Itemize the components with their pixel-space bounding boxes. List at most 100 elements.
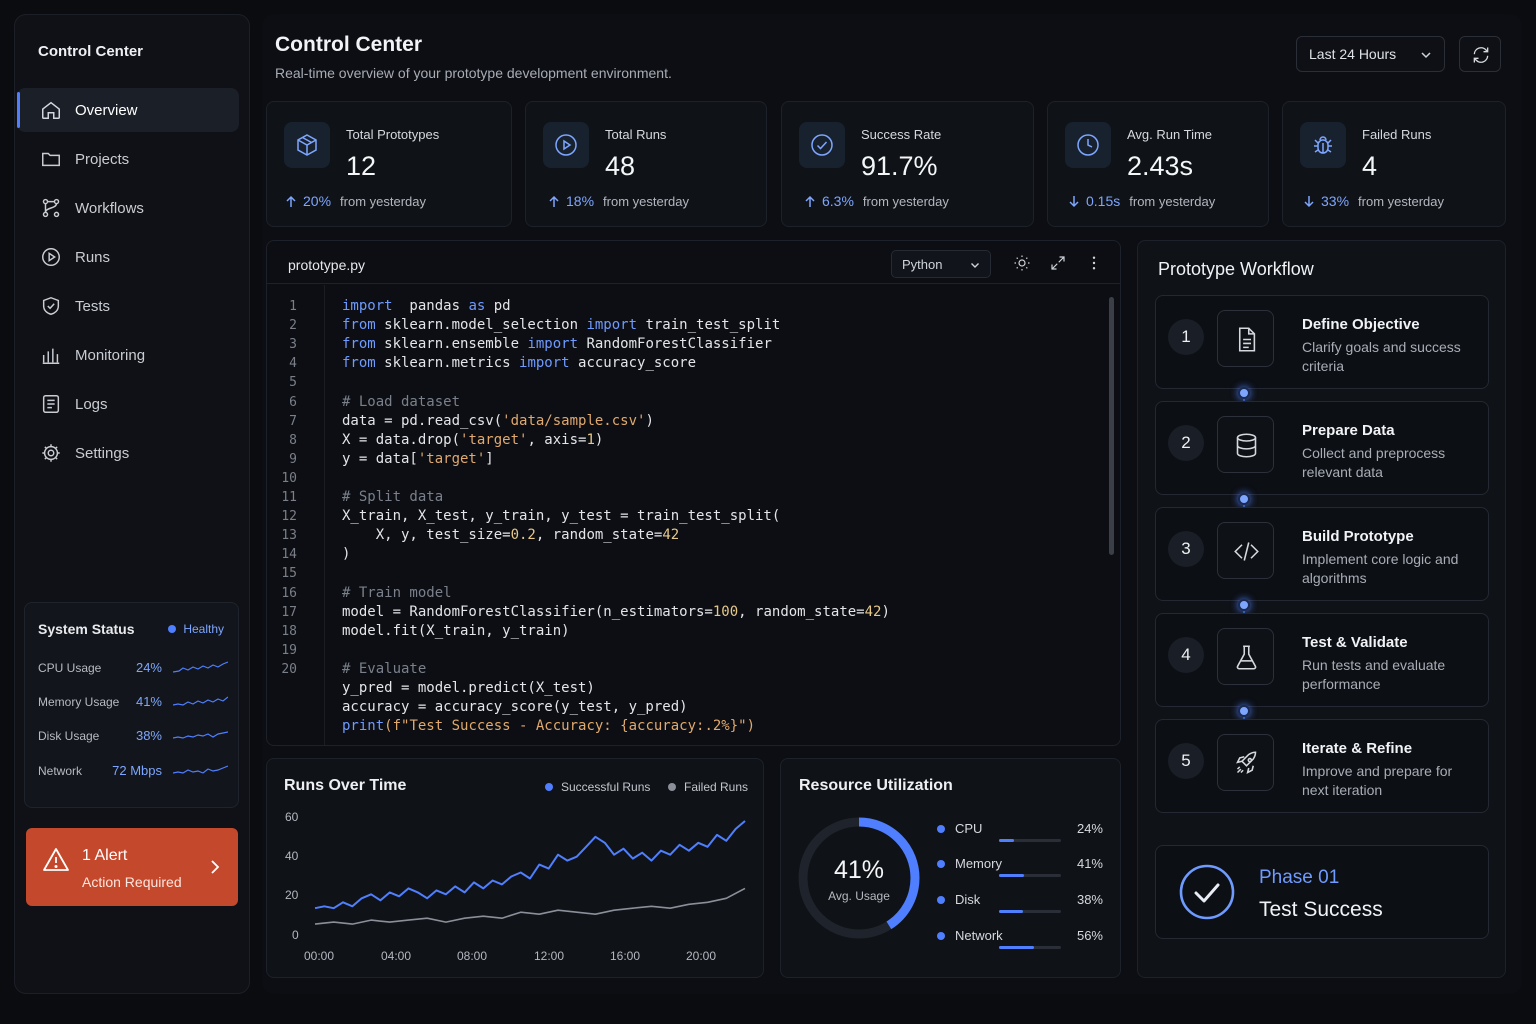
resource-label: Disk [955, 892, 981, 907]
status-row-cpu: CPU Usage 24% [38, 658, 228, 678]
line-number-gutter: 1 2 3 4 5 6 7 8 9 10 11 12 13 14 15 16 17 18 19 20 [267, 285, 325, 745]
line-number: 8 [289, 432, 297, 448]
log-icon [42, 395, 60, 413]
sidebar-item-label: Projects [75, 150, 130, 168]
alert-banner[interactable]: 1 Alert Action Required [26, 828, 238, 906]
resource-bar-fill [999, 946, 1034, 949]
y-tick-label: 0 [292, 928, 299, 942]
arrow-up-icon [286, 195, 296, 207]
sidebar-item-workflows[interactable]: Workflows [17, 186, 239, 230]
legend-label: Successful Runs [561, 780, 651, 794]
resource-bar-track [999, 910, 1061, 913]
sidebar: Control Center Overview Projects Workflo… [14, 14, 250, 994]
more-vertical-icon[interactable] [1085, 254, 1103, 272]
sidebar-item-settings[interactable]: Settings [17, 431, 239, 475]
sidebar-item-overview[interactable]: Overview [17, 88, 239, 132]
y-tick-label: 40 [285, 849, 299, 863]
code-line: ) [342, 546, 351, 563]
step-icon-box [1217, 416, 1274, 473]
line-number: 3 [289, 337, 297, 353]
step-icon-box [1217, 522, 1274, 579]
workflow-step-iterate-refine[interactable]: 5 Iterate & Refine Improve and prepare f… [1155, 719, 1489, 813]
sidebar-item-tests[interactable]: Tests [17, 284, 239, 328]
x-tick-label: 00:00 [304, 949, 335, 963]
arrow-down-icon [1304, 195, 1314, 207]
stat-change: 18% from yesterday [548, 193, 689, 209]
theme-toggle-icon[interactable] [1013, 254, 1031, 272]
refresh-button[interactable] [1459, 36, 1501, 72]
usage-donut [798, 817, 920, 939]
language-select[interactable]: Python [891, 250, 991, 278]
resource-dot [937, 825, 945, 833]
stat-card-total-runs: Total Runs 48 18% from yesterday [525, 101, 767, 227]
resource-dot [937, 896, 945, 904]
bug-icon [1314, 136, 1332, 154]
resource-label: Network [955, 928, 1003, 943]
resource-value: 24% [1076, 821, 1103, 836]
sidebar-title: Control Center [38, 43, 143, 60]
cpu-sparkline [173, 661, 228, 673]
sidebar-item-label: Settings [75, 444, 130, 462]
step-description: Run tests and evaluate performance [1302, 657, 1446, 692]
stat-label: Failed Runs [1362, 127, 1432, 142]
code-line: data = pd.read_csv('data/sample.csv') [342, 412, 654, 429]
workflow-step-build-prototype[interactable]: 3 Build Prototype Implement core logic a… [1155, 507, 1489, 601]
step-number: 2 [1168, 425, 1204, 461]
time-range-value: Last 24 Hours [1309, 46, 1397, 62]
code-line: # Split data [342, 489, 444, 505]
step-connector-dot [1238, 493, 1250, 505]
flask-icon [1236, 645, 1257, 670]
editor-scrollbar[interactable] [1109, 297, 1114, 555]
status-row-label: Disk Usage [38, 729, 100, 743]
home-icon [42, 101, 60, 119]
sidebar-item-logs[interactable]: Logs [17, 382, 239, 426]
stat-change: 33% from yesterday [1303, 193, 1444, 209]
status-row-memory: Memory Usage 41% [38, 692, 228, 712]
check-circle-icon [1179, 864, 1235, 920]
runs-chart-plot [314, 820, 746, 925]
sidebar-item-runs[interactable]: Runs [17, 235, 239, 279]
editor-header: prototype.py Python [267, 241, 1120, 284]
stat-value: 2.43s [1127, 151, 1194, 181]
step-connector-dot [1238, 387, 1250, 399]
workflow-step-test-validate[interactable]: 4 Test & Validate Run tests and evaluate… [1155, 613, 1489, 707]
stat-icon-box [799, 122, 845, 168]
editor-file-name[interactable]: prototype.py [288, 257, 366, 273]
sidebar-item-monitoring[interactable]: Monitoring [17, 333, 239, 377]
step-number: 4 [1168, 637, 1204, 673]
stat-change-pct: 18% [566, 193, 595, 209]
page-title: Control Center [275, 33, 422, 56]
code-line: y = data['target'] [342, 450, 494, 467]
line-number: 17 [281, 604, 297, 620]
clock-icon [1077, 134, 1099, 156]
resource-bar-fill [999, 874, 1025, 877]
status-row-network: Network 72 Mbps [38, 761, 228, 781]
chevron-down-icon [971, 263, 979, 268]
resource-row-disk: Disk 38% [937, 890, 1103, 914]
step-icon-box [1217, 628, 1274, 685]
line-number: 2 [289, 318, 297, 334]
resource-label: Memory [955, 856, 1002, 871]
language-value: Python [902, 256, 943, 272]
workflow-step-prepare-data[interactable]: 2 Prepare Data Collect and preprocess re… [1155, 401, 1489, 495]
step-description: Clarify goals and success criteria [1302, 339, 1461, 374]
folder-icon [42, 152, 60, 167]
expand-icon[interactable] [1049, 254, 1067, 272]
runs-over-time-card: Runs Over Time Successful Runs Failed Ru… [266, 758, 764, 978]
donut-label: Avg. Usage [828, 889, 890, 903]
stat-value: 12 [346, 151, 377, 181]
resource-bar-fill [999, 839, 1014, 842]
x-tick-label: 08:00 [457, 949, 488, 963]
stat-value: 91.7% [861, 151, 938, 181]
stat-change-suffix: from yesterday [1358, 193, 1445, 209]
sidebar-item-projects[interactable]: Projects [17, 137, 239, 181]
step-number: 3 [1168, 531, 1204, 567]
workflow-step-define-objective[interactable]: 1 Define Objective Clarify goals and suc… [1155, 295, 1489, 389]
time-range-select[interactable]: Last 24 Hours [1296, 36, 1445, 72]
status-row-value: 38% [135, 728, 162, 743]
resource-value: 38% [1076, 892, 1103, 907]
line-number: 19 [281, 642, 297, 658]
runs-chart-title: Runs Over Time [284, 777, 407, 794]
stat-icon-box [1300, 122, 1346, 168]
step-number: 5 [1168, 743, 1204, 779]
